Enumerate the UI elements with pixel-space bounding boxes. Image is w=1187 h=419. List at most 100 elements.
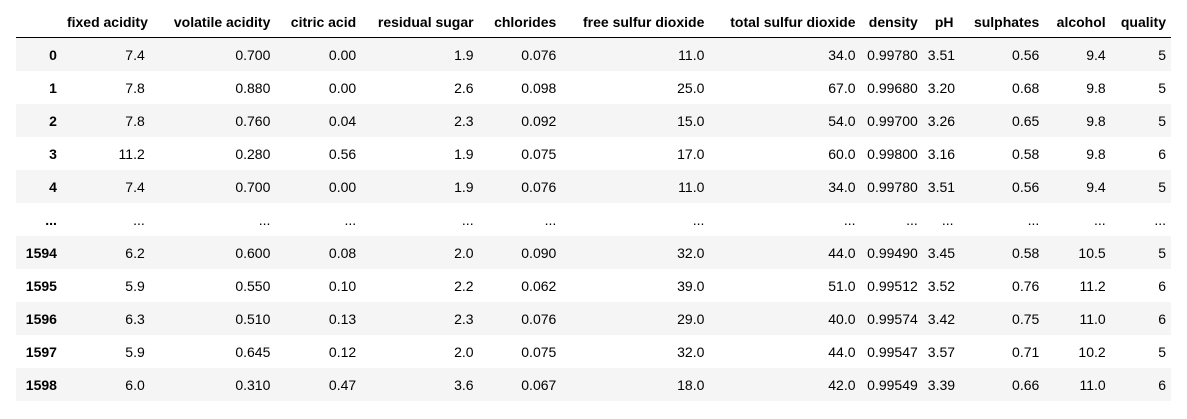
table-cell: 10.5 [1078, 244, 1106, 261]
table-row: 1595 5.9 0.550 0.10 2.2 0.062 39.0 51.0 0.99512 3… [16, 269, 1171, 302]
table-cell: 0.600 [235, 244, 271, 261]
table-cell: 6 [1158, 310, 1166, 327]
table-cell: 0.700 [235, 46, 271, 63]
table-cell: 0.99490 [867, 244, 918, 261]
table-cell: 3.51 [927, 46, 956, 63]
table-cell: 0.090 [521, 244, 557, 261]
table-row: 1598 6.0 0.310 0.47 3.6 0.067 18.0 42.0 0.99549 3… [16, 368, 1171, 401]
table-cell: 0.58 [1012, 244, 1040, 261]
column-header: citric acid [275, 6, 362, 38]
table-cell: 3.20 [927, 79, 956, 96]
table-cell: ... [344, 211, 357, 228]
table-cell: 0.067 [521, 376, 557, 393]
table-cell: ... [133, 211, 145, 228]
table-cell: 40.0 [828, 310, 856, 327]
column-header: free sulfur dioxide [561, 6, 710, 38]
table-cell: ... [941, 211, 954, 228]
table-cell: 2.2 [454, 277, 474, 294]
table-header: fixed acidity volatile acidity citric acid… [16, 6, 1171, 38]
table-cell: 0.56 [1012, 46, 1040, 63]
table-cell: 6 [1158, 376, 1166, 393]
table-cell: 34.0 [828, 178, 856, 195]
table-cell: 2.3 [454, 112, 474, 129]
table-cell: 0.076 [521, 46, 557, 63]
table-cell: 0.71 [1012, 343, 1040, 360]
column-header: residual sugar [361, 6, 479, 38]
table-row: 4 7.4 0.700 0.00 1.9 0.076 11.0 34.0 0.99780 3.51… [16, 170, 1171, 203]
table-cell: 2.0 [454, 343, 474, 360]
row-index: 3 [49, 145, 57, 162]
table-cell: 3.26 [927, 112, 956, 129]
table-cell: 0.66 [1012, 376, 1040, 393]
table-cell: ... [843, 211, 856, 228]
table-cell: 1.9 [454, 178, 474, 195]
table-cell: 0.00 [328, 46, 357, 63]
column-header: volatile acidity [149, 6, 276, 38]
table-cell: 0.00 [328, 79, 357, 96]
table-cell: 5 [1158, 112, 1166, 129]
dataframe-output: fixed acidity volatile acidity citric acid… [16, 6, 1171, 401]
column-header: density [860, 6, 923, 38]
table-cell: 0.280 [235, 145, 271, 162]
table-cell: 3.39 [927, 376, 956, 393]
table-row: 1596 6.3 0.510 0.13 2.3 0.076 29.0 40.0 0.99574 3… [16, 302, 1171, 335]
table-cell: 0.062 [521, 277, 557, 294]
table-cell: 0.65 [1012, 112, 1040, 129]
table-row: 1597 5.9 0.645 0.12 2.0 0.075 32.0 44.0 0.99547 3… [16, 335, 1171, 368]
table-cell: 3.52 [927, 277, 956, 294]
table-cell: 9.8 [1086, 112, 1106, 129]
table-cell: ... [692, 211, 705, 228]
table-cell: 7.8 [125, 112, 145, 129]
table-cell: 3.42 [927, 310, 956, 327]
table-cell: 0.092 [521, 112, 557, 129]
table-cell: 7.8 [125, 79, 145, 96]
table-cell: 0.47 [328, 376, 357, 393]
table-cell: 11.0 [678, 178, 705, 195]
table-cell: 11.0 [678, 46, 705, 63]
table-cell: 0.510 [235, 310, 271, 327]
table-cell: ... [258, 211, 271, 228]
table-body: 0 7.4 0.700 0.00 1.9 0.076 11.0 34.0 0.99780 3.51… [16, 37, 1171, 401]
column-header: pH [922, 6, 959, 38]
row-index: 1594 [25, 244, 57, 261]
table-cell: 0.68 [1012, 79, 1040, 96]
table-cell: ... [1154, 211, 1166, 228]
table-cell: 0.75 [1012, 310, 1040, 327]
table-cell: 3.6 [454, 376, 474, 393]
column-header: alcohol [1044, 6, 1111, 38]
table-cell: 0.99680 [867, 79, 918, 96]
row-index: 1597 [25, 343, 57, 360]
table-cell: 6 [1158, 277, 1166, 294]
table-cell: ... [544, 211, 557, 228]
table-cell: 0.99780 [867, 46, 918, 63]
table-cell: 6.3 [125, 310, 145, 327]
table-cell: 0.13 [328, 310, 357, 327]
table-cell: 44.0 [828, 343, 856, 360]
table-cell: 6.2 [125, 244, 145, 261]
row-index: 4 [49, 178, 57, 195]
column-header: fixed acidity [61, 6, 150, 38]
table-cell: 29.0 [677, 310, 705, 327]
table-cell: 7.4 [125, 46, 145, 63]
table-cell: 67.0 [828, 79, 856, 96]
table-row: 0 7.4 0.700 0.00 1.9 0.076 11.0 34.0 0.99780 3.51… [16, 37, 1171, 71]
table-cell: 5.9 [125, 343, 145, 360]
table-cell: 1.9 [454, 46, 474, 63]
table-cell: 11.2 [118, 145, 145, 162]
table-cell: 0.99700 [867, 112, 918, 129]
table-cell: 9.8 [1086, 79, 1106, 96]
table-cell: 39.0 [677, 277, 705, 294]
table-cell: 60.0 [828, 145, 856, 162]
table-cell: 0.10 [328, 277, 357, 294]
table-cell: 11.0 [1079, 310, 1106, 327]
table-cell: 42.0 [828, 376, 856, 393]
table-cell: 1.9 [454, 145, 474, 162]
table-cell: 0.075 [521, 145, 557, 162]
table-cell: 10.2 [1078, 343, 1106, 360]
table-cell: 0.098 [521, 79, 557, 96]
table-cell: 17.0 [677, 145, 705, 162]
table-cell: 54.0 [828, 112, 856, 129]
row-index: 2 [49, 112, 57, 129]
table-cell: ... [906, 211, 918, 228]
table-row: 1 7.8 0.880 0.00 2.6 0.098 25.0 67.0 0.99680 3.20… [16, 71, 1171, 104]
